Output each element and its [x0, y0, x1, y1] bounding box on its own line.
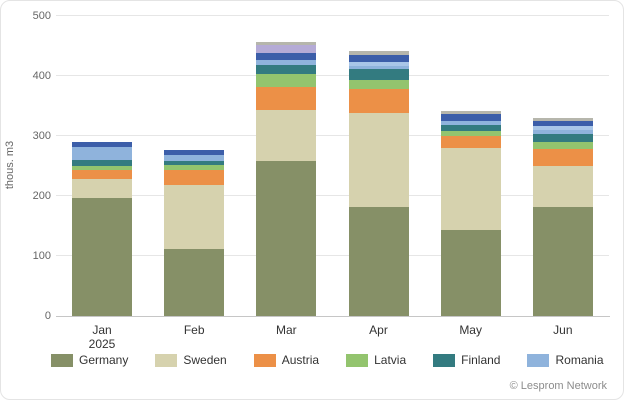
y-tick-label: 300 [32, 130, 51, 142]
legend-item-germany[interactable]: Germany [51, 353, 128, 367]
gridline [56, 195, 609, 196]
bar-segment-latvia-jun[interactable] [532, 142, 593, 150]
gridline [56, 75, 609, 76]
bar-segment-latvia-apr[interactable] [348, 80, 409, 90]
bar-segment-austria-may[interactable] [440, 136, 501, 148]
bar-segment-austria-mar[interactable] [256, 87, 317, 111]
bar-segment-sweden-may[interactable] [440, 148, 501, 231]
y-tick-label: 500 [32, 10, 51, 22]
bar-segment-unlabeled-light-blue-apr[interactable] [348, 62, 409, 67]
bar-segment-romania-jan[interactable] [72, 146, 133, 160]
bar-segment-sweden-jun[interactable] [532, 166, 593, 207]
legend-swatch-austria [253, 353, 276, 367]
bar-segment-sweden-mar[interactable] [256, 110, 317, 162]
bar-segment-finland-feb[interactable] [164, 160, 225, 166]
category-label-apr: Apr [369, 323, 388, 337]
bar-segment-germany-apr[interactable] [348, 207, 409, 316]
y-tick-label: 200 [32, 190, 51, 202]
category-label-jan: Jan 2025 [56, 323, 148, 351]
bar-segment-romania-may[interactable] [440, 121, 501, 126]
bar-segment-unlabeled-gray-apr[interactable] [348, 50, 409, 55]
gridline [56, 255, 609, 256]
bar-segment-finland-jan[interactable] [72, 160, 133, 166]
bar-segment-sweden-apr[interactable] [348, 113, 409, 208]
bar-segment-unlabeled-gray-may[interactable] [440, 110, 501, 114]
bar-segment-germany-may[interactable] [440, 230, 501, 316]
legend-label: Austria [281, 353, 320, 367]
bar-segment-germany-mar[interactable] [256, 161, 317, 316]
bar-segment-sweden-feb[interactable] [164, 184, 225, 250]
legend-item-austria[interactable]: Austria [253, 353, 320, 367]
bar-segment-germany-feb[interactable] [164, 249, 225, 316]
legend-swatch-latvia [346, 353, 369, 367]
category-label-jun: Jun [553, 323, 573, 337]
legend-item-latvia[interactable]: Latvia [346, 353, 406, 367]
plot-area [56, 15, 609, 316]
bar-segment-austria-apr[interactable] [348, 89, 409, 114]
bar-segment-unlabeled-gray-jun[interactable] [532, 118, 593, 121]
gridline [56, 15, 609, 16]
bar-segment-unlabeled-dark-blue-apr[interactable] [348, 55, 409, 63]
bar-segment-unlabeled-dark-blue-mar[interactable] [256, 52, 317, 61]
bar-segment-latvia-jan[interactable] [72, 166, 133, 171]
bar-segment-austria-feb[interactable] [164, 170, 225, 185]
legend-swatch-romania [527, 353, 550, 367]
bar-segment-unlabeled-dark-blue-may[interactable] [440, 113, 501, 121]
legend-label: Romania [555, 353, 604, 367]
y-tick-label: 0 [44, 310, 51, 322]
legend-item-finland[interactable]: Finland [433, 353, 500, 367]
bar-segment-austria-jun[interactable] [532, 149, 593, 166]
legend-item-romania[interactable]: Romania [527, 353, 604, 367]
y-axis-title: thous. m3 [4, 140, 16, 190]
bar-segment-unlabeled-gray-mar[interactable] [256, 41, 317, 45]
bar-segment-finland-apr[interactable] [348, 69, 409, 81]
bar-segment-unlabeled-dark-blue-feb[interactable] [164, 150, 225, 155]
legend-swatch-sweden [155, 353, 178, 367]
legend-label: Sweden [183, 353, 227, 367]
bar-segment-germany-jun[interactable] [532, 206, 593, 316]
legend-label: Germany [79, 353, 129, 367]
legend-item-sweden[interactable]: Sweden [155, 353, 227, 367]
bar-segment-finland-mar[interactable] [256, 64, 317, 74]
bar-segment-romania-jun[interactable] [532, 130, 593, 135]
legend-swatch-germany [51, 353, 73, 367]
legend: Germany Sweden Austria Latvia Finland Romania [51, 353, 604, 367]
bar-segment-romania-feb[interactable] [164, 154, 225, 161]
attribution: © Lesprom Network [509, 380, 607, 392]
bar-segment-latvia-mar[interactable] [256, 73, 317, 88]
bar-segment-latvia-feb[interactable] [164, 165, 225, 171]
bar-segment-finland-jun[interactable] [532, 134, 593, 142]
bar-segment-romania-mar[interactable] [256, 60, 317, 65]
x-axis-line [56, 316, 610, 317]
bar-segment-unlabeled-dark-blue-jan[interactable] [72, 142, 133, 147]
legend-swatch-finland [433, 353, 456, 367]
bar-segment-sweden-jan[interactable] [72, 179, 133, 198]
category-label-may: May [459, 323, 482, 337]
bar-segment-unlabeled-lavender-mar[interactable] [256, 44, 317, 53]
bar-segment-romania-apr[interactable] [348, 66, 409, 70]
bar-segment-unlabeled-dark-blue-jun[interactable] [532, 121, 593, 126]
legend-label: Latvia [374, 353, 407, 367]
bar-segment-latvia-may[interactable] [440, 131, 501, 136]
bar-segment-austria-jan[interactable] [72, 170, 133, 180]
bar-segment-germany-jan[interactable] [72, 197, 133, 316]
category-year-label: 2025 [88, 337, 116, 351]
category-label-feb: Feb [183, 323, 205, 337]
legend-label: Finland [461, 353, 501, 367]
category-label-mar: Mar [275, 323, 297, 337]
gridline [56, 135, 609, 136]
y-tick-label: 400 [32, 70, 51, 82]
bar-segment-unlabeled-light-blue-jun[interactable] [532, 125, 593, 130]
bar-segment-finland-may[interactable] [440, 125, 501, 132]
y-tick-label: 100 [32, 250, 51, 262]
